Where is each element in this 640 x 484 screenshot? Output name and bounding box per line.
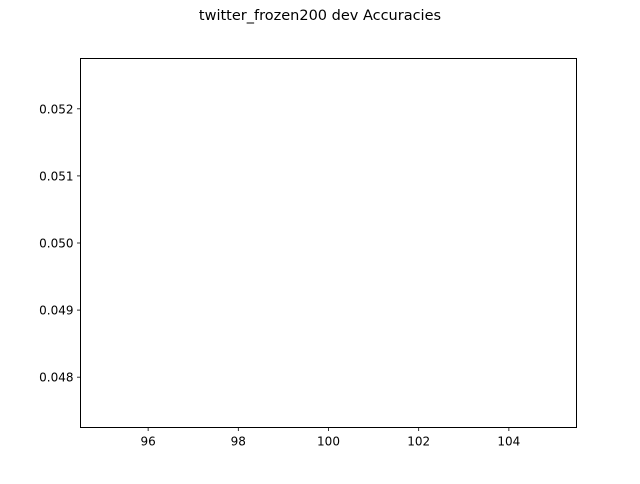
y-tick-label: 0.051 bbox=[39, 169, 73, 183]
x-tick-label: 104 bbox=[497, 435, 520, 449]
chart-title: twitter_frozen200 dev Accuracies bbox=[198, 8, 442, 24]
x-tick-label: 96 bbox=[140, 435, 155, 449]
axes-frame bbox=[80, 58, 577, 428]
y-tick-label: 0.050 bbox=[39, 237, 73, 251]
x-axis-ticks: 96 98 100 102 104 bbox=[140, 427, 520, 449]
y-tick-label: 0.052 bbox=[39, 102, 73, 116]
x-tick-label: 102 bbox=[407, 435, 430, 449]
y-tick-label: 0.048 bbox=[39, 371, 73, 385]
y-tick-label: 0.049 bbox=[39, 304, 73, 318]
x-tick-label: 100 bbox=[317, 435, 340, 449]
x-tick-label: 98 bbox=[231, 435, 246, 449]
y-axis-ticks: 0.048 0.049 0.050 0.051 0.052 bbox=[39, 102, 81, 385]
